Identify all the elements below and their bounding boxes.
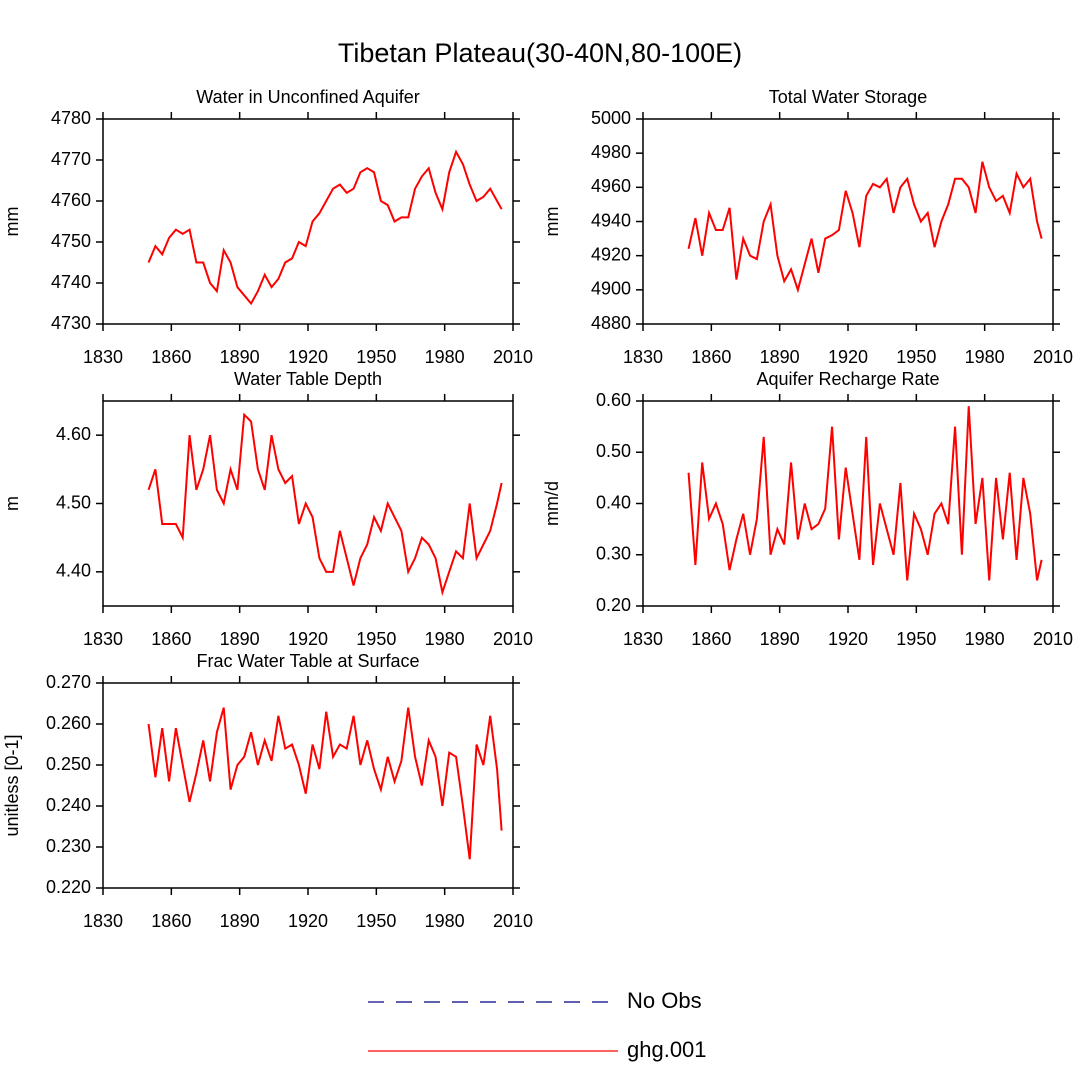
y-axis-label: m [2,496,22,511]
figure-title: Tibetan Plateau(30-40N,80-100E) [338,38,742,68]
x-tick-label: 1950 [896,629,936,649]
y-tick-label: 4730 [51,313,91,333]
y-tick-label: 4960 [591,176,631,196]
y-tick-label: 0.50 [596,441,631,461]
x-tick-label: 1980 [425,911,465,931]
plot-frame [642,400,1054,607]
x-tick-label: 1890 [220,911,260,931]
x-tick-label: 1950 [356,347,396,367]
y-tick-label: 0.20 [596,595,631,615]
x-tick-label: 1890 [760,629,800,649]
y-tick-label: 0.40 [596,492,631,512]
y-axis-label: mm/d [542,481,562,526]
panel-title: Total Water Storage [769,87,927,107]
x-tick-label: 1860 [151,911,191,931]
x-tick-label: 2010 [1033,629,1073,649]
y-tick-label: 5000 [591,108,631,128]
y-tick-label: 0.230 [46,836,91,856]
panel-title: Aquifer Recharge Rate [756,369,939,389]
y-tick-label: 0.250 [46,754,91,774]
plot-frame [102,682,514,889]
y-tick-label: 4.60 [56,424,91,444]
y-tick-label: 4780 [51,108,91,128]
x-tick-label: 1890 [760,347,800,367]
x-tick-label: 1920 [288,629,328,649]
y-tick-label: 0.60 [596,390,631,410]
plot-frame [102,400,514,607]
y-axis-label: mm [542,207,562,237]
data-line [147,412,503,597]
x-tick-label: 1830 [623,347,663,367]
data-line [147,149,503,306]
y-tick-label: 4900 [591,279,631,299]
y-axis-label: unitless [0-1] [2,734,22,836]
y-tick-label: 4760 [51,190,91,210]
y-tick-label: 0.260 [46,713,91,733]
x-tick-label: 1980 [965,629,1005,649]
y-tick-label: 0.220 [46,877,91,897]
x-tick-label: 1860 [691,629,731,649]
panel-title: Frac Water Table at Surface [196,651,419,671]
x-tick-label: 2010 [1033,347,1073,367]
y-tick-label: 4.40 [56,561,91,581]
panel-title: Water Table Depth [234,369,382,389]
x-tick-label: 1950 [896,347,936,367]
x-tick-label: 1950 [356,911,396,931]
x-tick-label: 1860 [151,347,191,367]
y-tick-label: 0.30 [596,544,631,564]
data-line [147,707,503,860]
x-tick-label: 1830 [83,347,123,367]
x-tick-label: 1920 [288,911,328,931]
legend-label: No Obs [627,988,702,1013]
y-tick-label: 4980 [591,142,631,162]
panel-title: Water in Unconfined Aquifer [196,87,419,107]
y-axis-label: mm [2,207,22,237]
x-tick-label: 1920 [828,347,868,367]
legend-label: ghg.001 [627,1037,707,1062]
y-tick-label: 4.50 [56,492,91,512]
data-line [687,406,1043,581]
y-tick-label: 4920 [591,244,631,264]
x-tick-label: 1890 [220,347,260,367]
y-tick-label: 4880 [591,313,631,333]
y-tick-label: 4740 [51,272,91,292]
y-tick-label: 4940 [591,210,631,230]
y-tick-label: 0.270 [46,672,91,692]
x-tick-label: 2010 [493,911,533,931]
x-tick-label: 1980 [425,629,465,649]
plot-frame [102,118,514,325]
data-line [687,161,1043,294]
x-tick-label: 1890 [220,629,260,649]
x-tick-label: 1830 [623,629,663,649]
y-tick-label: 4750 [51,231,91,251]
x-tick-label: 1830 [83,629,123,649]
x-tick-label: 1980 [965,347,1005,367]
x-tick-label: 1860 [151,629,191,649]
x-tick-label: 1830 [83,911,123,931]
x-tick-label: 1920 [828,629,868,649]
x-tick-label: 1980 [425,347,465,367]
x-tick-label: 2010 [493,347,533,367]
x-tick-label: 1950 [356,629,396,649]
y-tick-label: 0.240 [46,795,91,815]
x-tick-label: 1920 [288,347,328,367]
x-tick-label: 2010 [493,629,533,649]
y-tick-label: 4770 [51,149,91,169]
x-tick-label: 1860 [691,347,731,367]
plot-frame [642,118,1054,325]
